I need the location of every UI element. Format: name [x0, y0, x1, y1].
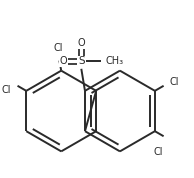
Text: Cl: Cl: [154, 147, 163, 157]
Text: O: O: [59, 56, 67, 66]
Text: CH₃: CH₃: [105, 56, 123, 66]
Text: Cl: Cl: [170, 77, 179, 87]
Text: Cl: Cl: [54, 43, 63, 53]
Text: O: O: [77, 38, 85, 48]
Text: S: S: [78, 56, 85, 66]
Text: Cl: Cl: [2, 85, 11, 95]
